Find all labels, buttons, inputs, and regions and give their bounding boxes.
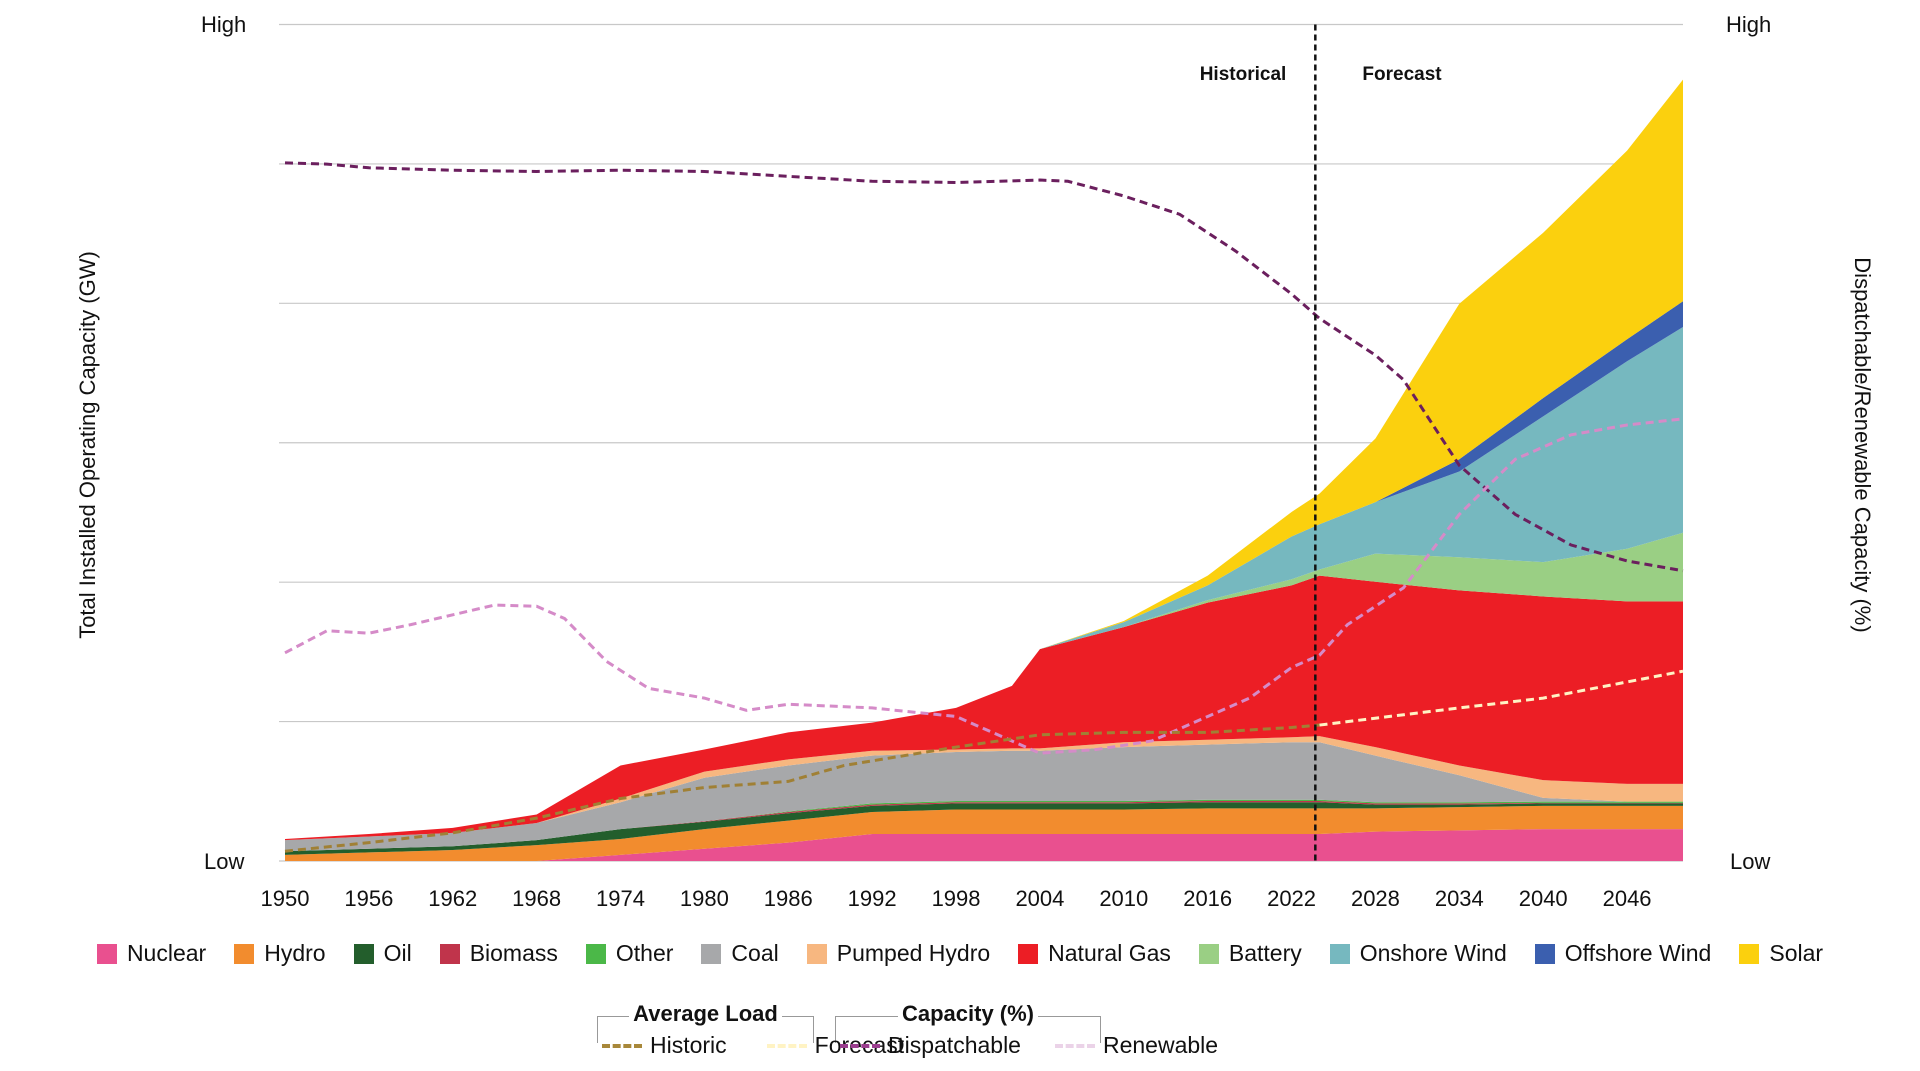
legend-item: Solar <box>1739 940 1823 967</box>
legend-label: Coal <box>731 940 779 966</box>
average-load-legend-box: Average Load <box>597 1001 814 1043</box>
line-legend-item: Historic <box>602 1032 727 1059</box>
area-coal <box>285 742 1683 852</box>
capacity-legend-box: Capacity (%) <box>835 1001 1101 1043</box>
legend-swatch <box>439 943 460 964</box>
right-low-label: Low <box>1730 849 1771 874</box>
right-high-label: High <box>1726 12 1772 37</box>
x-tick-label: 1956 <box>344 886 393 911</box>
line-forecast <box>1319 669 1684 727</box>
average-load-legend-title: Average Load <box>629 1001 782 1026</box>
x-tick-label: 1980 <box>680 886 729 911</box>
legend-label: Onshore Wind <box>1359 940 1507 966</box>
line-dispatchable <box>284 161 1684 573</box>
legend-swatch <box>1739 943 1760 964</box>
legend-item: Nuclear <box>96 940 207 967</box>
legend-label: Pumped Hydro <box>836 940 991 966</box>
legend-swatch <box>234 943 255 964</box>
x-tick-label: 2016 <box>1183 886 1232 911</box>
legend-label: Renewable <box>1102 1032 1219 1058</box>
legend-dash <box>1054 1043 1095 1048</box>
legend-item: Offshore Wind <box>1534 940 1712 967</box>
area-solar <box>285 79 1683 839</box>
legend-dash <box>840 1043 880 1048</box>
x-tick-label: 1974 <box>596 886 645 911</box>
legend-item: Natural Gas <box>1018 940 1171 967</box>
capacity-legend-title: Capacity (%) <box>897 1001 1039 1026</box>
legend-label: Dispatchable <box>888 1032 1021 1058</box>
legend-swatch <box>1534 943 1555 964</box>
x-axis-ticks: 1950 1956 1962 1968 1974 1980 1986 1992 1998 2004… <box>261 886 1652 911</box>
left-axis-title: Total Installed Operating Capacity (GW) <box>75 251 100 639</box>
x-tick-label: 1962 <box>428 886 477 911</box>
legend-label: Nuclear <box>126 940 207 966</box>
x-tick-label: 1986 <box>764 886 813 911</box>
area-hydro <box>285 805 1683 861</box>
x-tick-label: 2010 <box>1099 886 1148 911</box>
legend-dash <box>766 1043 807 1048</box>
legend-swatch <box>585 943 606 964</box>
legend-item: Oil <box>353 940 412 967</box>
legend-label: Battery <box>1228 940 1302 966</box>
legend-label: Natural Gas <box>1048 940 1171 966</box>
left-low-label: Low <box>204 849 245 874</box>
legend-label: Offshore Wind <box>1564 940 1712 966</box>
x-tick-label: 2022 <box>1267 886 1316 911</box>
legend-swatch <box>353 943 374 964</box>
series-lines <box>284 161 1684 853</box>
legend-item: Hydro <box>234 940 326 967</box>
legend-swatch <box>1198 943 1219 964</box>
forecast-label: Forecast <box>1362 64 1442 85</box>
x-tick-label: 1968 <box>512 886 561 911</box>
legend-swatch <box>1018 943 1039 964</box>
legend-item: Pumped Hydro <box>806 940 991 967</box>
line-renewable <box>284 417 1684 755</box>
area-nuclear <box>285 829 1683 861</box>
capacity-legend-items: Dispatchable Renewable <box>840 1032 1218 1059</box>
x-tick-label: 2004 <box>1015 886 1064 911</box>
area-battery <box>285 532 1683 839</box>
legend-label: Historic <box>650 1032 727 1058</box>
legend-label: Other <box>615 940 674 966</box>
x-tick-label: 2028 <box>1351 886 1400 911</box>
x-tick-label: 2034 <box>1435 886 1484 911</box>
area-legend: Nuclear Hydro Oil Biomass Other Coal Pumped Hy… <box>0 940 1920 967</box>
legend-swatch <box>806 943 827 964</box>
legend-item: Other <box>585 940 674 967</box>
legend-item: Onshore Wind <box>1329 940 1507 967</box>
left-high-label: High <box>201 12 247 37</box>
x-tick-label: 2046 <box>1603 886 1652 911</box>
x-tick-label: 1998 <box>932 886 981 911</box>
right-axis-title: Dispatchable/Renewable Capacity (%) <box>1850 257 1875 633</box>
legend-label: Oil <box>383 940 412 966</box>
line-legend-item: Renewable <box>1054 1032 1219 1059</box>
x-tick-label: 2040 <box>1519 886 1568 911</box>
x-tick-label: 1950 <box>261 886 310 911</box>
line-historic <box>284 723 1320 853</box>
average-load-legend-items: Historic Forecast <box>602 1032 904 1059</box>
legend-dash <box>602 1043 642 1048</box>
line-legend-item: Dispatchable <box>840 1032 1021 1059</box>
historical-label: Historical <box>1199 64 1287 85</box>
legend-swatch <box>1329 943 1350 964</box>
legend-label: Biomass <box>469 940 558 966</box>
x-tick-label: 1992 <box>848 886 897 911</box>
legend-swatch <box>701 943 722 964</box>
area-oil <box>285 802 1683 855</box>
legend-item: Biomass <box>439 940 558 967</box>
legend-label: Hydro <box>264 940 326 966</box>
legend-swatch <box>96 943 117 964</box>
legend-label: Solar <box>1769 940 1824 966</box>
legend-item: Coal <box>701 940 779 967</box>
legend-item: Battery <box>1198 940 1302 967</box>
